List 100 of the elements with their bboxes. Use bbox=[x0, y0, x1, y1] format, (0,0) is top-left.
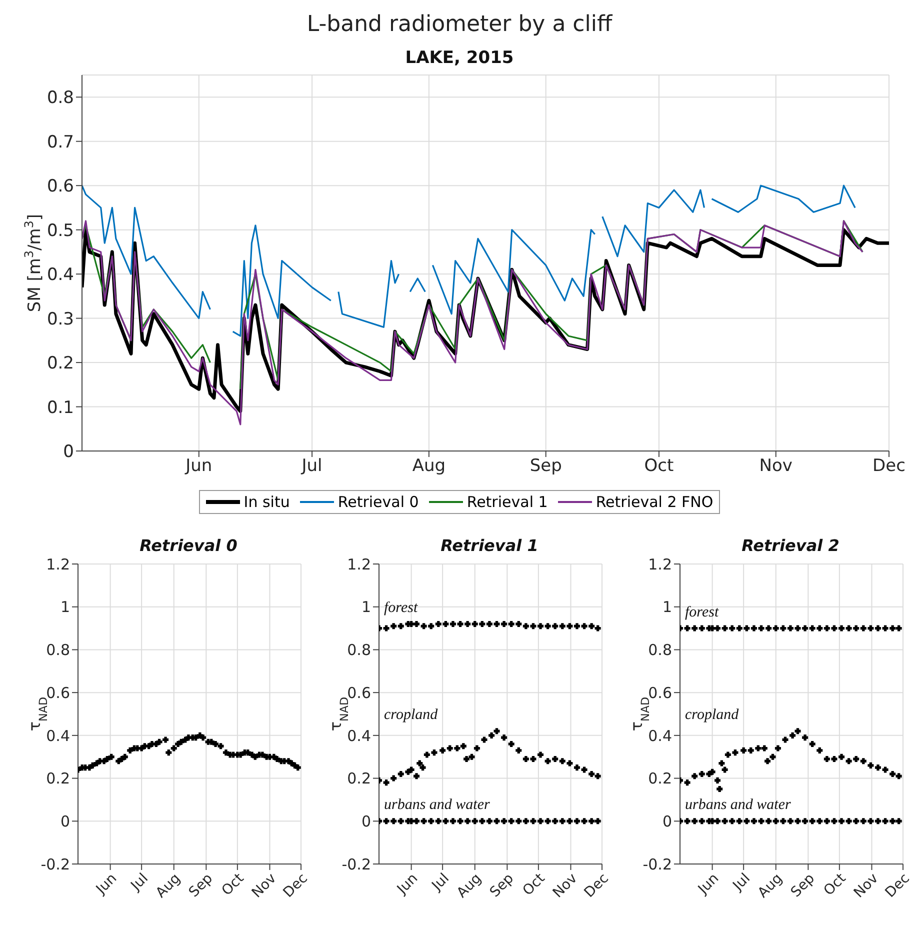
point bbox=[90, 762, 96, 768]
y-tick-label: 0.7 bbox=[46, 132, 74, 152]
point bbox=[882, 818, 888, 824]
point bbox=[718, 760, 725, 766]
point bbox=[200, 734, 206, 741]
point bbox=[420, 623, 427, 630]
y-tick-label: 0.8 bbox=[46, 641, 70, 660]
point bbox=[508, 620, 514, 628]
point bbox=[516, 747, 522, 754]
point bbox=[486, 818, 492, 824]
point bbox=[772, 818, 779, 824]
point bbox=[750, 625, 757, 632]
point bbox=[764, 758, 771, 764]
point bbox=[896, 818, 902, 824]
point bbox=[170, 745, 177, 752]
point bbox=[274, 756, 280, 762]
y-tick-label: 0.8 bbox=[347, 641, 371, 660]
point bbox=[831, 756, 838, 762]
point bbox=[794, 818, 801, 824]
x-tick-label: Jul bbox=[729, 870, 754, 895]
y-tick-label: 0.2 bbox=[648, 770, 672, 788]
point bbox=[122, 754, 128, 760]
point bbox=[816, 818, 823, 824]
point bbox=[809, 625, 816, 632]
point bbox=[530, 818, 536, 824]
point bbox=[472, 620, 478, 628]
x-tick-label: Nov bbox=[550, 870, 581, 902]
chart-title: Retrieval 2 bbox=[740, 536, 840, 556]
point bbox=[468, 754, 475, 760]
point bbox=[780, 818, 786, 824]
legend-label: Retrieval 0 bbox=[338, 493, 419, 511]
point bbox=[294, 764, 301, 771]
point bbox=[479, 818, 486, 824]
point bbox=[222, 750, 229, 756]
x-tick-label: Jun bbox=[694, 870, 722, 898]
point bbox=[522, 756, 529, 762]
point bbox=[398, 818, 404, 824]
point bbox=[874, 818, 881, 824]
x-tick-label: Jul bbox=[127, 870, 152, 895]
point bbox=[581, 623, 588, 630]
point bbox=[457, 620, 464, 628]
point bbox=[479, 620, 486, 628]
point bbox=[838, 818, 845, 824]
x-tick-label: Jun bbox=[184, 456, 212, 476]
point bbox=[714, 625, 721, 632]
point bbox=[166, 750, 172, 756]
y-tick-label: 0 bbox=[662, 812, 672, 830]
point bbox=[414, 818, 420, 824]
point bbox=[416, 760, 423, 766]
point bbox=[816, 625, 823, 632]
point bbox=[860, 625, 866, 632]
point bbox=[566, 623, 573, 630]
point bbox=[794, 625, 801, 632]
point bbox=[766, 818, 772, 824]
point bbox=[838, 625, 845, 632]
x-tick-label: Sep bbox=[487, 870, 518, 901]
point bbox=[566, 818, 573, 824]
point bbox=[156, 738, 162, 745]
point bbox=[882, 766, 888, 773]
point bbox=[420, 764, 426, 771]
y-tick-label: 0.4 bbox=[46, 265, 74, 286]
y-tick-label: 0.4 bbox=[648, 726, 672, 745]
point bbox=[736, 818, 742, 824]
x-tick-label: Dec bbox=[882, 870, 913, 902]
x-tick-label: Oct bbox=[820, 870, 850, 899]
point bbox=[802, 818, 808, 824]
point bbox=[544, 623, 551, 630]
point bbox=[488, 732, 495, 738]
x-tick-label: Nov bbox=[759, 456, 792, 476]
point bbox=[692, 625, 698, 632]
point bbox=[212, 740, 219, 748]
point bbox=[896, 773, 902, 780]
point bbox=[252, 754, 258, 760]
annotation: urbans and water bbox=[685, 797, 792, 814]
point bbox=[853, 818, 860, 824]
point bbox=[846, 758, 852, 764]
point bbox=[464, 818, 471, 824]
x-tick-label: Jul bbox=[300, 456, 322, 476]
y-tick-label: 1.2 bbox=[46, 555, 70, 574]
point bbox=[544, 758, 551, 764]
point bbox=[824, 756, 830, 762]
y-tick-label: 0.4 bbox=[46, 726, 70, 745]
point bbox=[868, 762, 874, 768]
point bbox=[846, 625, 852, 632]
point bbox=[748, 747, 754, 754]
y-tick-label: -0.2 bbox=[342, 855, 371, 874]
point bbox=[398, 623, 404, 630]
point bbox=[684, 625, 690, 632]
point bbox=[853, 756, 860, 762]
point bbox=[890, 818, 896, 824]
point bbox=[428, 818, 434, 824]
point bbox=[566, 760, 573, 766]
point bbox=[544, 818, 551, 824]
y-tick-label: 0 bbox=[361, 812, 371, 830]
point bbox=[787, 625, 794, 632]
point bbox=[774, 745, 781, 752]
point bbox=[178, 738, 184, 745]
point bbox=[104, 756, 110, 762]
point bbox=[408, 766, 414, 773]
point bbox=[780, 625, 786, 632]
